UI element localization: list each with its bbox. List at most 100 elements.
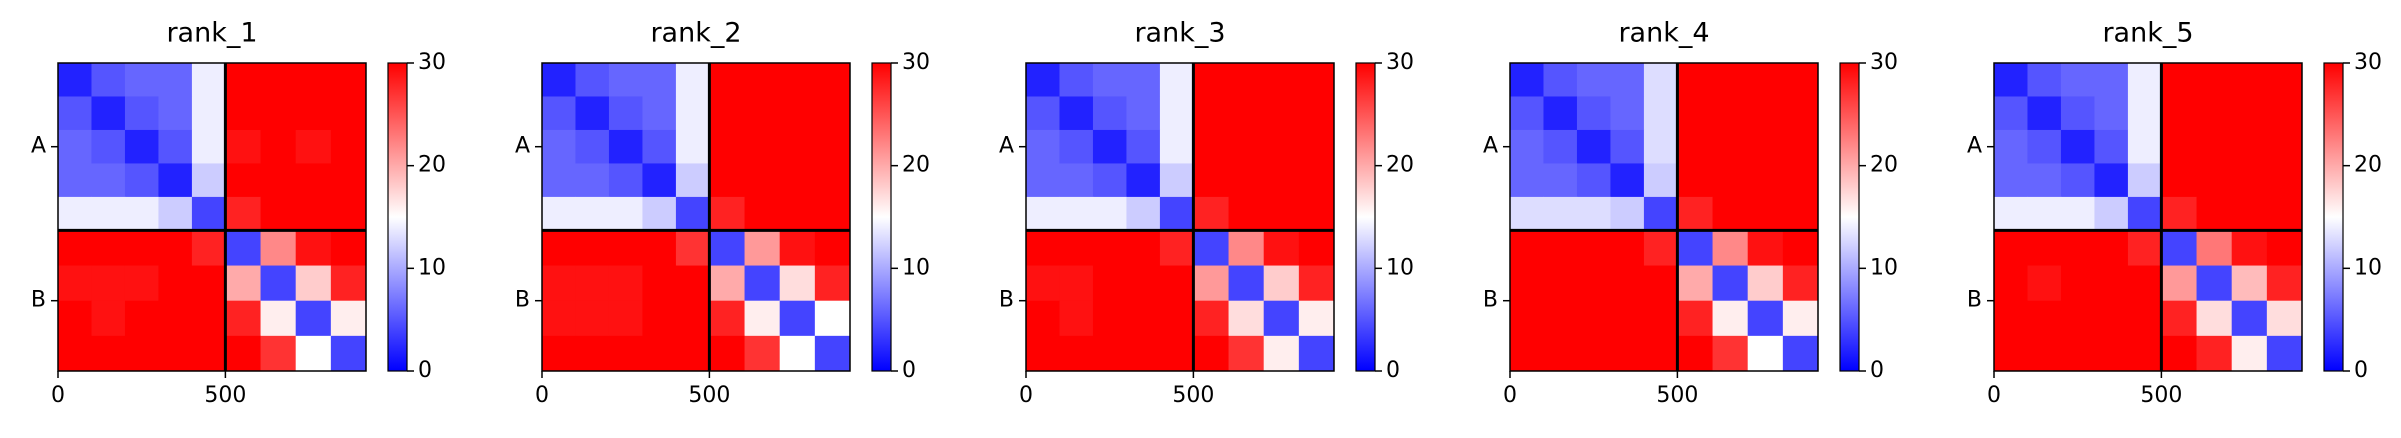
heatmap-cell [1159,163,1194,198]
heatmap-cell [542,163,576,198]
heatmap-cell [744,265,781,302]
plot-frame [1993,62,2303,372]
y-tick-label: A [999,134,1014,159]
heatmap-cell [1782,230,1819,267]
plot-frame [541,62,851,372]
heatmap-cell [2161,230,2198,267]
heatmap-cell [675,300,710,337]
heatmap-cell [1747,129,1784,164]
heatmap-cell [1092,335,1127,372]
heatmap-cell [1543,196,1578,231]
heatmap-cell [1263,300,1300,337]
heatmap-cell [1712,163,1749,198]
heatmap-cell [1610,335,1645,372]
heatmap-cell [642,265,677,302]
heatmap-cell [608,230,643,267]
heatmap-cell [2060,265,2095,302]
heatmap-cell [225,335,262,372]
heatmap-cell [1643,63,1678,97]
heatmap-cell [225,265,262,302]
heatmap-cell [1712,63,1749,97]
heatmap-cell [1059,230,1094,267]
heatmap-cell [2127,230,2162,267]
heatmap-cell [2094,265,2129,302]
heatmap-cell [1747,300,1784,337]
heatmap-cell [2231,230,2268,267]
heatmap-cell [2231,265,2268,302]
heatmap-cell [124,129,159,164]
heatmap-cell [1298,265,1335,302]
heatmap-cell [1712,300,1749,337]
heatmap-cell [1510,163,1544,198]
heatmap-cell [675,230,710,267]
heatmap-cell [1712,335,1749,372]
heatmap-cell [225,230,262,267]
heatmap-cell [1543,300,1578,337]
heatmap-cell [814,196,851,231]
heatmap-cell [1610,230,1645,267]
heatmap-cell [225,163,262,198]
heatmap-cell [1092,265,1127,302]
heatmap-cell [295,196,332,231]
heatmap-cell [1643,96,1678,131]
heatmap-cell [2060,335,2095,372]
heatmap-cell [1228,129,1265,164]
heatmap-cell [260,196,297,231]
heatmap-cell [675,63,710,97]
heatmap-cell [124,163,159,198]
colorbar-tick-label: 20 [1386,153,1414,178]
heatmap-cell [1747,335,1784,372]
heatmap-cell [1126,163,1161,198]
x-tick-label: 500 [688,383,730,408]
heatmap-cell [1126,196,1161,231]
heatmap-cell [1298,300,1335,337]
heatmap-cell [1643,265,1678,302]
heatmap-cell [1677,230,1714,267]
heatmap-cell [2196,335,2233,372]
heatmap-cell [1126,335,1161,372]
heatmap-cell [1643,230,1678,267]
heatmap-cell [1263,129,1300,164]
heatmap-cell [295,300,332,337]
heatmap-cell [124,300,159,337]
heatmap-cell [2027,265,2062,302]
heatmap-cell [814,96,851,131]
heatmap-cell [1228,196,1265,231]
heatmap-cell [260,335,297,372]
heatmap-cell [2266,300,2303,337]
colorbar [1355,62,1376,372]
heatmap-cell [608,335,643,372]
heatmap-cell [1643,335,1678,372]
heatmap-cell [1298,335,1335,372]
heatmap-cell [58,196,92,231]
colorbar [1839,62,1860,372]
heatmap-cell [2231,196,2268,231]
heatmap-cell [295,335,332,372]
heatmap-cell [124,63,159,97]
heatmap-cell [158,300,193,337]
heatmap-cell [1193,129,1230,164]
heatmap-cell [1092,300,1127,337]
heatmap-cell [1994,265,2028,302]
heatmap-cell [1126,63,1161,97]
heatmap-cell [1059,96,1094,131]
heatmap-cell [1576,335,1611,372]
heatmap-cell [1159,300,1194,337]
heatmap-cell [779,335,816,372]
heatmap-cell [1782,163,1819,198]
heatmap-cell [1782,300,1819,337]
heatmap-cell [1298,129,1335,164]
heatmap-cell [642,230,677,267]
heatmap-cell [1543,96,1578,131]
heatmap-cell [814,163,851,198]
heatmap-cell [91,265,126,302]
heatmap-cell [1576,96,1611,131]
heatmap-cell [1263,196,1300,231]
chart-title: rank_2 [650,18,741,49]
heatmap-cell [642,129,677,164]
heatmap-cell [709,265,746,302]
heatmap-cell [1159,196,1194,231]
heatmap-cell [1228,96,1265,131]
heatmap-cell [1510,335,1544,372]
chart-title: rank_5 [2102,18,2193,49]
